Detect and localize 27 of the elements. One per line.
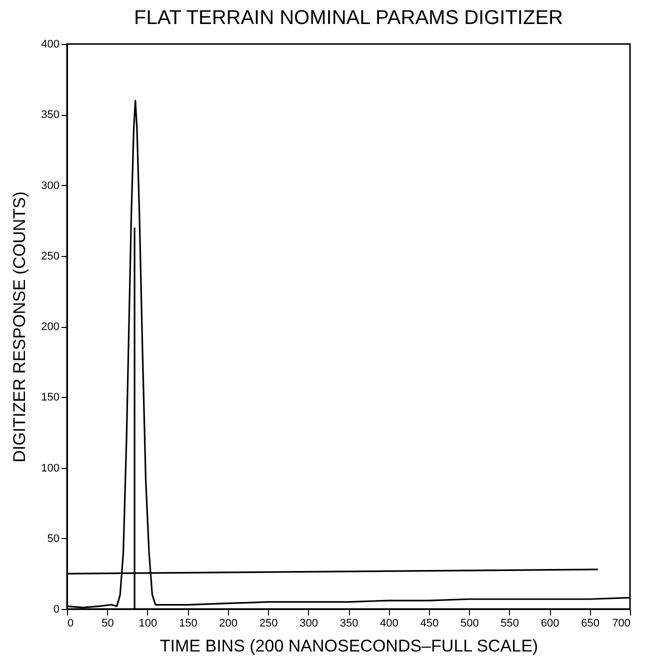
y-tick-label: 300 (41, 180, 60, 192)
y-axis-title: DIGITIZER RESPONSE (COUNTS) (10, 191, 30, 463)
x-tick-label: 250 (259, 618, 278, 630)
x-tick-label: 550 (500, 618, 520, 630)
y-tick-label: 350 (41, 109, 60, 122)
x-tick-label: 50 (102, 618, 114, 630)
x-axis-title: TIME BINS (200 NANOSECONDS–FULL SCALE) (160, 636, 538, 656)
x-tick-label: 100 (138, 618, 158, 630)
y-tick-label: 400 (41, 38, 60, 50)
x-tick-label: 200 (219, 618, 238, 630)
x-tick-label: 500 (460, 618, 479, 630)
y-tick-label: 0 (53, 604, 60, 616)
x-tick-label: 0 (68, 618, 74, 630)
y-tick-label: 200 (41, 321, 60, 333)
x-tick-label: 700 (612, 618, 630, 630)
y-tick-label: 100 (41, 462, 60, 474)
chart-title: FLAT TERRAIN NOMINAL PARAMS DIGITIZER (134, 7, 563, 29)
x-tick-label: 300 (300, 618, 318, 630)
x-tick-label: 150 (178, 618, 198, 630)
x-tick-label: 400 (380, 618, 398, 630)
x-tick-label: 450 (420, 618, 439, 630)
x-tick-label: 600 (540, 618, 560, 630)
y-tick-label: 50 (47, 532, 60, 545)
x-tick-label: 350 (340, 618, 358, 630)
y-tick-label: 150 (41, 392, 60, 404)
x-tick-label: 650 (581, 618, 600, 630)
y-tick-label: 250 (41, 250, 60, 262)
